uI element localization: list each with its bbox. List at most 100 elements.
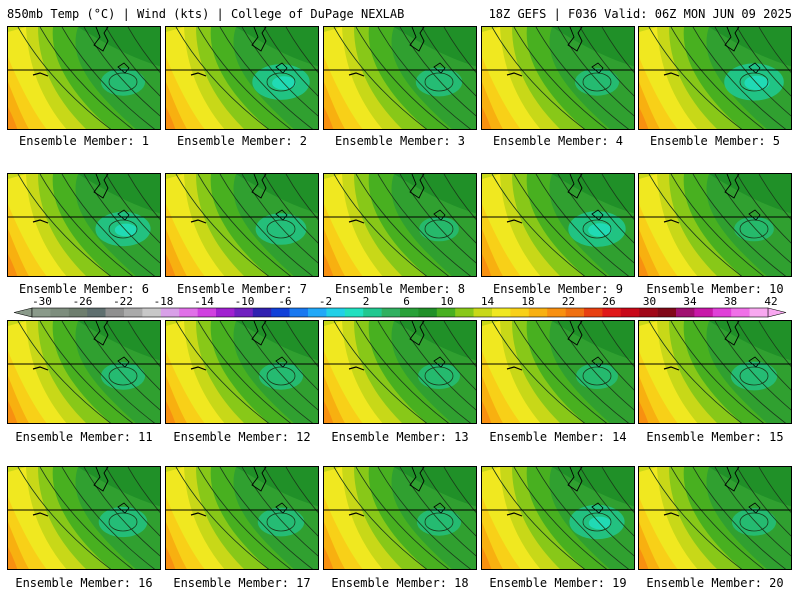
colorbar-swatch xyxy=(510,308,530,317)
colorbar-tick-label: 30 xyxy=(643,296,656,308)
ensemble-member-label: Ensemble Member: 2 xyxy=(176,134,308,148)
ensemble-member-map xyxy=(481,173,635,277)
colorbar-swatch xyxy=(308,308,327,317)
colorbar-swatch xyxy=(436,308,456,317)
ensemble-member-map xyxy=(165,466,319,570)
model-run-info: 18Z GEFS | F036 Valid: 06Z MON JUN 09 20… xyxy=(488,7,792,21)
colorbar-tick-label: -10 xyxy=(235,296,255,308)
colorbar-swatch xyxy=(271,308,290,317)
colorbar-tick-label: 6 xyxy=(403,296,410,308)
colorbar-swatch xyxy=(234,308,254,317)
colorbar-swatch xyxy=(528,308,548,317)
colorbar-tick-label: 18 xyxy=(521,296,534,308)
ensemble-member-label: Ensemble Member: 17 xyxy=(173,576,311,590)
colorbar-swatch xyxy=(381,308,401,317)
ensemble-member-label: Ensemble Member: 1 xyxy=(18,134,150,148)
ensemble-member-label: Ensemble Member: 16 xyxy=(15,576,153,590)
ensemble-member-map xyxy=(7,320,161,424)
colorbar-swatch xyxy=(694,308,714,317)
ensemble-member-map xyxy=(638,173,792,277)
ensemble-member-label: Ensemble Member: 13 xyxy=(331,430,469,444)
colorbar-low-arrow xyxy=(13,307,33,318)
ensemble-member-map xyxy=(481,26,635,130)
colorbar-swatch xyxy=(547,308,566,317)
colorbar-tick-label: 10 xyxy=(440,296,453,308)
ensemble-member-label: Ensemble Member: 11 xyxy=(15,430,153,444)
colorbar-swatch xyxy=(418,308,438,317)
ensemble-member-map xyxy=(323,173,477,277)
colorbar-swatch xyxy=(105,308,125,317)
ensemble-member-map xyxy=(323,26,477,130)
colorbar-swatch xyxy=(400,308,419,317)
ensemble-member-map xyxy=(323,320,477,424)
colorbar-swatch xyxy=(197,308,217,317)
colorbar-swatch xyxy=(712,308,732,317)
ensemble-member-map xyxy=(638,466,792,570)
colorbar-swatch xyxy=(68,308,88,317)
colorbar-swatch xyxy=(620,308,640,317)
ensemble-member-map xyxy=(481,320,635,424)
ensemble-member-map xyxy=(165,320,319,424)
colorbar-swatch xyxy=(492,308,511,317)
colorbar-swatch xyxy=(363,308,382,317)
ensemble-member-map xyxy=(7,466,161,570)
ensemble-member-label: Ensemble Member: 14 xyxy=(489,430,627,444)
colorbar-swatch xyxy=(639,308,658,317)
ensemble-member-label: Ensemble Member: 4 xyxy=(492,134,624,148)
colorbar-tick-label: 38 xyxy=(724,296,737,308)
colorbar-swatch xyxy=(344,308,364,317)
ensemble-member-label: Ensemble Member: 5 xyxy=(649,134,781,148)
ensemble-member-label: Ensemble Member: 8 xyxy=(334,282,466,296)
ensemble-member-label: Ensemble Member: 9 xyxy=(492,282,624,296)
colorbar-tick-label: 42 xyxy=(764,296,777,308)
colorbar-swatch xyxy=(749,308,769,317)
ensemble-member-map xyxy=(323,466,477,570)
ensemble-member-label: Ensemble Member: 6 xyxy=(18,282,150,296)
colorbar-swatch xyxy=(565,308,585,317)
colorbar-swatch xyxy=(676,308,695,317)
colorbar-tick-label: 14 xyxy=(481,296,495,308)
ensemble-member-map xyxy=(7,26,161,130)
ensemble-member-map xyxy=(7,173,161,277)
ensemble-member-label: Ensemble Member: 20 xyxy=(646,576,784,590)
ensemble-member-map xyxy=(165,173,319,277)
colorbar-tick-label: -6 xyxy=(278,296,291,308)
ensemble-member-map xyxy=(481,466,635,570)
ensemble-member-label: Ensemble Member: 10 xyxy=(646,282,784,296)
colorbar-swatch xyxy=(160,308,180,317)
ensemble-member-label: Ensemble Member: 15 xyxy=(646,430,784,444)
colorbar-swatch xyxy=(657,308,677,317)
colorbar-tick-label: 2 xyxy=(363,296,370,308)
ensemble-member-label: Ensemble Member: 7 xyxy=(176,282,308,296)
colorbar-swatch xyxy=(289,308,309,317)
ensemble-member-map xyxy=(638,320,792,424)
colorbar-tick-label: 22 xyxy=(562,296,575,308)
colorbar-swatch xyxy=(87,308,106,317)
colorbar-swatch xyxy=(252,308,272,317)
colorbar-swatch xyxy=(455,308,474,317)
colorbar-swatch xyxy=(584,308,603,317)
colorbar-swatch xyxy=(731,308,750,317)
colorbar-tick-label: -14 xyxy=(194,296,214,308)
colorbar-tick-label: -30 xyxy=(32,296,52,308)
ensemble-member-label: Ensemble Member: 19 xyxy=(489,576,627,590)
colorbar-swatch xyxy=(124,308,143,317)
colorbar-swatch xyxy=(50,308,70,317)
ensemble-member-map xyxy=(638,26,792,130)
colorbar-tick-label: -18 xyxy=(154,296,174,308)
colorbar-swatch xyxy=(602,308,622,317)
ensemble-member-label: Ensemble Member: 18 xyxy=(331,576,469,590)
colorbar-swatch xyxy=(326,308,346,317)
colorbar-swatch xyxy=(473,308,493,317)
temperature-colorbar: -30 -26 -22 -18 -14 -10 -6 -2 2 6 10 14 18 22 26 30 34 38… xyxy=(13,296,787,318)
colorbar-high-arrow xyxy=(767,307,787,318)
colorbar-tick-label: -26 xyxy=(73,296,93,308)
ensemble-member-label: Ensemble Member: 12 xyxy=(173,430,311,444)
colorbar-tick-label: 34 xyxy=(683,296,697,308)
colorbar-tick-label: -22 xyxy=(113,296,133,308)
colorbar-swatch xyxy=(216,308,235,317)
colorbar-swatch xyxy=(32,308,51,317)
ensemble-member-label: Ensemble Member: 3 xyxy=(334,134,466,148)
colorbar-swatch xyxy=(179,308,198,317)
colorbar-tick-label: 26 xyxy=(602,296,615,308)
